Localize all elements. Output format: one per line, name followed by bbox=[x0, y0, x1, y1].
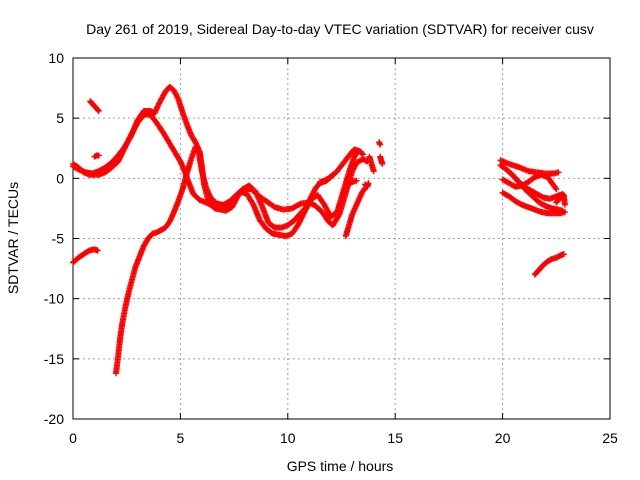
data-markers bbox=[70, 83, 568, 377]
data-series bbox=[376, 139, 384, 148]
data-point bbox=[353, 177, 360, 184]
data-series bbox=[70, 83, 366, 240]
data-point bbox=[358, 150, 365, 157]
data-point bbox=[329, 171, 336, 178]
data-series bbox=[87, 98, 102, 114]
data-series bbox=[531, 251, 567, 278]
y-tick-label: -20 bbox=[44, 411, 64, 427]
data-series bbox=[91, 152, 102, 160]
data-series bbox=[553, 192, 568, 208]
data-point bbox=[359, 151, 366, 158]
data-series bbox=[317, 171, 336, 185]
data-point bbox=[553, 186, 560, 193]
x-tick-label: 5 bbox=[177, 430, 185, 446]
data-series bbox=[497, 157, 562, 177]
grid-lines bbox=[73, 58, 610, 419]
data-series bbox=[377, 153, 386, 167]
data-series bbox=[70, 246, 101, 266]
data-point bbox=[561, 201, 568, 208]
axis-ticks: 0 5 10 15 20 25 -20 -15 -10 -5 0 5 10 bbox=[44, 50, 618, 446]
data-series bbox=[508, 170, 566, 202]
data-series bbox=[499, 189, 568, 217]
data-series bbox=[362, 180, 372, 190]
x-tick-label: 0 bbox=[69, 430, 77, 446]
data-point bbox=[94, 247, 101, 254]
data-point bbox=[561, 209, 568, 216]
chart-title: Day 261 of 2019, Sidereal Day-to-day VTE… bbox=[86, 21, 594, 37]
y-tick-label: -10 bbox=[44, 291, 64, 307]
data-point bbox=[95, 107, 102, 114]
data-point bbox=[560, 251, 567, 258]
data-point bbox=[379, 160, 386, 167]
data-point bbox=[555, 169, 562, 176]
y-tick-label: 10 bbox=[48, 50, 64, 66]
x-tick-label: 20 bbox=[495, 430, 511, 446]
data-series bbox=[344, 177, 360, 188]
data-point bbox=[95, 152, 102, 159]
y-tick-label: -5 bbox=[52, 231, 65, 247]
x-tick-label: 15 bbox=[387, 430, 403, 446]
y-tick-label: -15 bbox=[44, 351, 64, 367]
y-tick-label: 0 bbox=[56, 170, 64, 186]
data-point bbox=[365, 180, 372, 187]
y-axis-label: SDTVAR / TECUs bbox=[5, 182, 21, 294]
x-tick-label: 10 bbox=[280, 430, 296, 446]
data-point bbox=[95, 107, 102, 114]
x-axis-label: GPS time / hours bbox=[287, 458, 394, 474]
data-series bbox=[366, 153, 377, 175]
data-series bbox=[342, 184, 369, 240]
data-point bbox=[377, 141, 384, 148]
data-point bbox=[370, 168, 377, 175]
x-tick-label: 25 bbox=[602, 430, 618, 446]
data-point bbox=[552, 184, 559, 191]
data-point bbox=[328, 172, 335, 179]
y-tick-label: 5 bbox=[56, 110, 64, 126]
